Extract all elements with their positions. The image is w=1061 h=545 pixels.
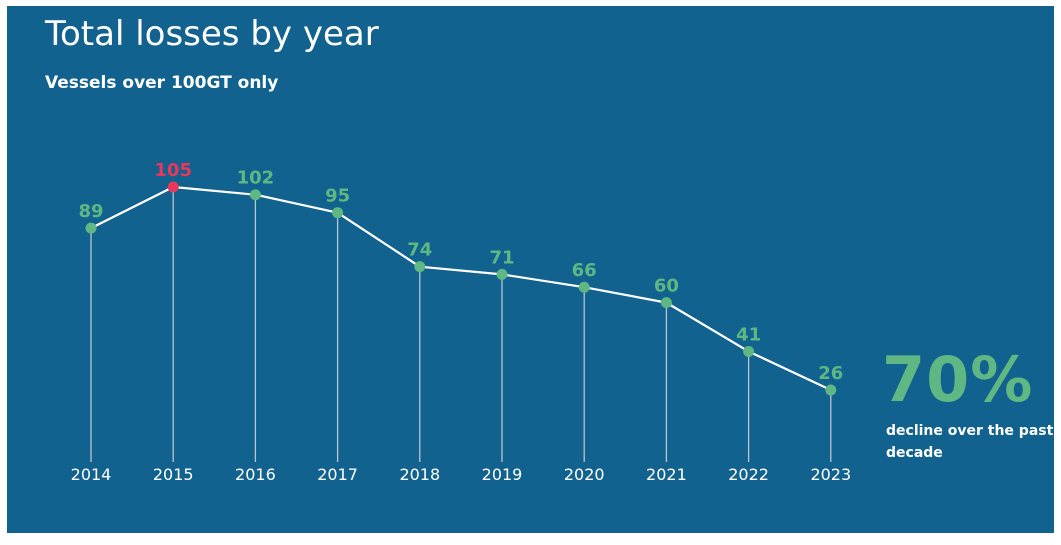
x-tick-label-2022: 2022: [728, 465, 769, 484]
data-label-2021: 60: [654, 276, 679, 297]
x-tick-label-2018: 2018: [399, 465, 440, 484]
data-point-2023: [825, 384, 837, 396]
data-label-2016: 102: [237, 168, 275, 189]
x-tick-label-2017: 2017: [317, 465, 358, 484]
data-point-2020: [578, 281, 590, 293]
data-point-2017: [332, 207, 344, 219]
series-line: [90, 185, 832, 391]
decline-caption: decline over the past decade: [886, 423, 1054, 461]
x-tick-label-2020: 2020: [564, 465, 605, 484]
data-label-2022: 41: [736, 324, 761, 345]
data-label-2023: 26: [818, 363, 843, 384]
x-tick-label-2014: 2014: [71, 465, 112, 484]
data-point-2022: [743, 345, 755, 357]
data-point-2014: [85, 222, 97, 234]
data-label-2020: 66: [572, 260, 597, 281]
x-tick-label-2015: 2015: [153, 465, 194, 484]
chart-title: Total losses by year: [45, 14, 379, 54]
x-tick-label-2016: 2016: [235, 465, 276, 484]
data-point-2021: [660, 297, 672, 309]
data-point-2018: [414, 261, 426, 273]
data-label-2015: 105: [154, 160, 192, 181]
chart-panel: [7, 6, 1054, 533]
data-point-2015: [167, 181, 179, 193]
x-tick-label-2021: 2021: [646, 465, 687, 484]
data-label-2014: 89: [78, 201, 103, 222]
x-tick-label-2023: 2023: [810, 465, 851, 484]
data-point-2016: [249, 189, 261, 201]
data-label-2019: 71: [489, 247, 514, 268]
data-point-2019: [496, 268, 508, 280]
data-label-2017: 95: [325, 186, 350, 207]
chart-subtitle: Vessels over 100GT only: [45, 73, 279, 93]
decline-percentage: 70%: [882, 343, 1034, 416]
x-tick-label-2019: 2019: [482, 465, 523, 484]
data-label-2018: 74: [407, 240, 432, 261]
